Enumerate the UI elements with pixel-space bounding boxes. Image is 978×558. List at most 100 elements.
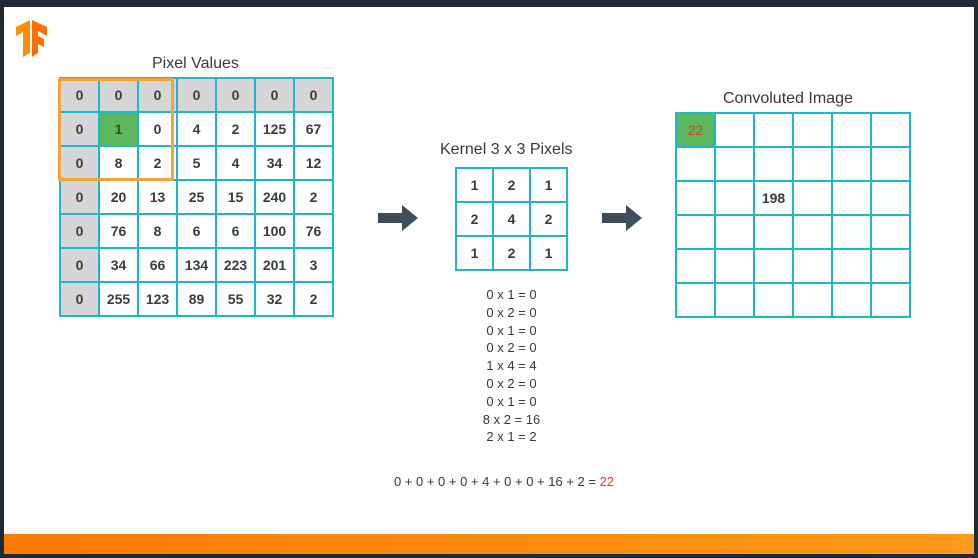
grid-cell [753,146,794,182]
grid-cell: 1 [529,235,568,271]
grid-cell: 0 [215,77,256,113]
grid-cell: 6 [215,213,256,249]
grid-cell: 22 [675,112,716,148]
calculation-line: 1 x 4 = 4 [486,358,537,374]
calculation-line: 8 x 2 = 16 [482,411,541,427]
footer-accent-bar [4,534,974,554]
sum-result: 22 [599,474,615,489]
grid-cell: 240 [254,179,295,215]
grid-cell [870,112,911,148]
grid-cell [675,214,716,250]
grid-cell: 2 [293,179,334,215]
grid-cell [714,112,755,148]
calculation-line: 0 x 1 = 0 [486,287,537,302]
grid-cell: 13 [137,179,178,215]
grid-cell: 125 [254,111,295,147]
calculation-line: 0 x 1 = 0 [486,322,537,338]
grid-cell [675,146,716,182]
grid-cell: 34 [98,247,139,283]
grid-cell: 66 [137,247,178,283]
grid-cell: 100 [254,213,295,249]
grid-cell: 2 [492,235,531,271]
grid-cell: 0 [176,77,217,113]
slide: Pixel Values 0 0 0 0 0 0 0 0 1 0 4 2 125 67 0 8 2 5 4 34 12 0… [4,7,974,554]
grid-cell: 4 [176,111,217,147]
arrow-right-icon [602,205,642,231]
grid-cell [870,248,911,284]
grid-row: 0 20 13 25 15 240 2 [59,179,334,215]
grid-cell [831,146,872,182]
grid-cell: 15 [215,179,256,215]
grid-cell: 2 [293,281,334,317]
grid-cell: 0 [59,247,100,283]
grid-row: 198 [675,180,911,216]
grid-cell [792,180,833,216]
grid-cell: 0 [254,77,295,113]
grid-cell: 2 [455,201,494,237]
grid-cell: 201 [254,247,295,283]
pixel-values-title: Pixel Values [152,55,239,72]
grid-cell: 198 [753,180,794,216]
grid-cell: 0 [59,145,100,181]
grid-cell: 32 [254,281,295,317]
grid-cell: 1 [455,167,494,203]
grid-cell: 67 [293,111,334,147]
grid-cell [792,146,833,182]
grid-cell [831,112,872,148]
grid-cell: 123 [137,281,178,317]
grid-cell [714,248,755,284]
pixel-values-grid: 0 0 0 0 0 0 0 0 1 0 4 2 125 67 0 8 2 5 4 34 12 0 20 13 25 15 240 2 0… [59,77,334,317]
grid-cell [714,282,755,318]
grid-cell: 0 [59,77,100,113]
grid-cell [870,146,911,182]
grid-cell [753,214,794,250]
convoluted-image-title: Convoluted Image [723,90,853,107]
grid-row [675,146,911,182]
grid-cell: 8 [137,213,178,249]
grid-cell [753,248,794,284]
grid-row: 22 [675,112,911,148]
grid-cell: 34 [254,145,295,181]
tensorflow-logo-icon [16,20,47,57]
grid-row [675,214,911,250]
grid-cell: 89 [176,281,217,317]
grid-cell: 1 [529,167,568,203]
grid-cell [792,282,833,318]
grid-cell: 8 [98,145,139,181]
grid-cell: 0 [137,77,178,113]
grid-cell: 6 [176,213,217,249]
grid-cell [675,282,716,318]
grid-row: 0 76 8 6 6 100 76 [59,213,334,249]
grid-cell [792,112,833,148]
grid-cell [870,282,911,318]
grid-cell: 20 [98,179,139,215]
grid-row: 0 1 0 4 2 125 67 [59,111,334,147]
arrow-right-icon [378,205,418,231]
grid-cell [831,282,872,318]
grid-cell: 223 [215,247,256,283]
grid-cell: 134 [176,247,217,283]
grid-cell: 2 [492,167,531,203]
sum-expression-text: 0 + 0 + 0 + 0 + 4 + 0 + 0 + 16 + 2 = [393,474,600,489]
grid-row: 0 8 2 5 4 34 12 [59,145,334,181]
sum-expression: 0 + 0 + 0 + 0 + 4 + 0 + 0 + 16 + 2 = 22 [304,474,704,489]
grid-cell: 76 [98,213,139,249]
grid-row [675,248,911,284]
convoluted-image-grid: 22 198 [675,112,911,318]
grid-cell: 2 [137,145,178,181]
grid-row [675,282,911,318]
kernel-title: Kernel 3 x 3 Pixels [440,141,573,158]
grid-row: 0 255 123 89 55 32 2 [59,281,334,317]
grid-cell: 25 [176,179,217,215]
calculation-line: 0 x 1 = 0 [486,393,537,409]
grid-cell [714,146,755,182]
calculation-line: 0 x 2 = 0 [486,375,537,391]
grid-cell [753,112,794,148]
grid-cell: 0 [98,77,139,113]
grid-cell: 2 [215,111,256,147]
